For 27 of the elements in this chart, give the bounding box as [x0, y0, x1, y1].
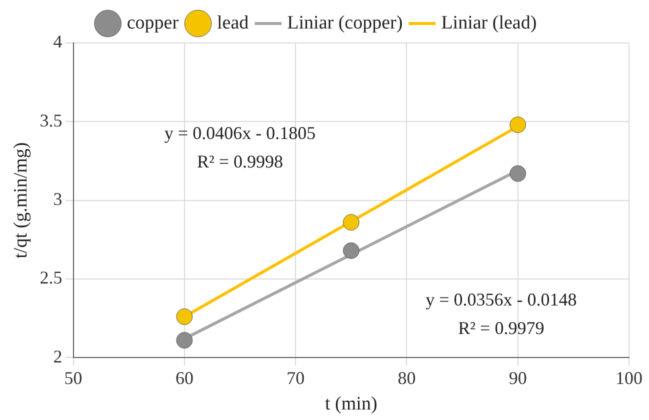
y-tick-label: 3: [53, 189, 62, 210]
x-tick-label: 60: [175, 368, 194, 388]
legend-label: lead: [217, 12, 250, 34]
x-tick-label: 70: [286, 368, 305, 388]
x-tick-label: 50: [64, 368, 82, 388]
point: [342, 214, 360, 231]
annotation: y = 0.0356x - 0.0148: [426, 290, 577, 310]
x-axis-title: t (min): [325, 394, 378, 415]
y-tick-label: 3.5: [40, 110, 62, 130]
annotation: R² = 0.9979: [458, 318, 544, 338]
y-tick-label: 2: [53, 346, 62, 366]
y-tick-label: 4: [53, 32, 62, 52]
y-axis-title: t/qt (g.min/mg): [10, 142, 32, 258]
point: [176, 332, 193, 349]
x-tick-label: 100: [616, 368, 642, 388]
point: [510, 165, 526, 182]
point: [176, 308, 193, 325]
point: [510, 116, 526, 134]
legend-label: copper: [126, 12, 180, 34]
legend-label: Liniar (copper): [287, 12, 403, 34]
x-tick-label: 90: [508, 368, 527, 388]
point: [342, 242, 360, 259]
legend-label: Liniar (lead): [441, 12, 537, 34]
annotation: R² = 0.9998: [196, 151, 284, 172]
y-tick-label: 2.5: [40, 268, 62, 288]
annotation: y = 0.0406x - 0.1805: [164, 122, 316, 143]
x-tick-label: 80: [398, 368, 416, 388]
